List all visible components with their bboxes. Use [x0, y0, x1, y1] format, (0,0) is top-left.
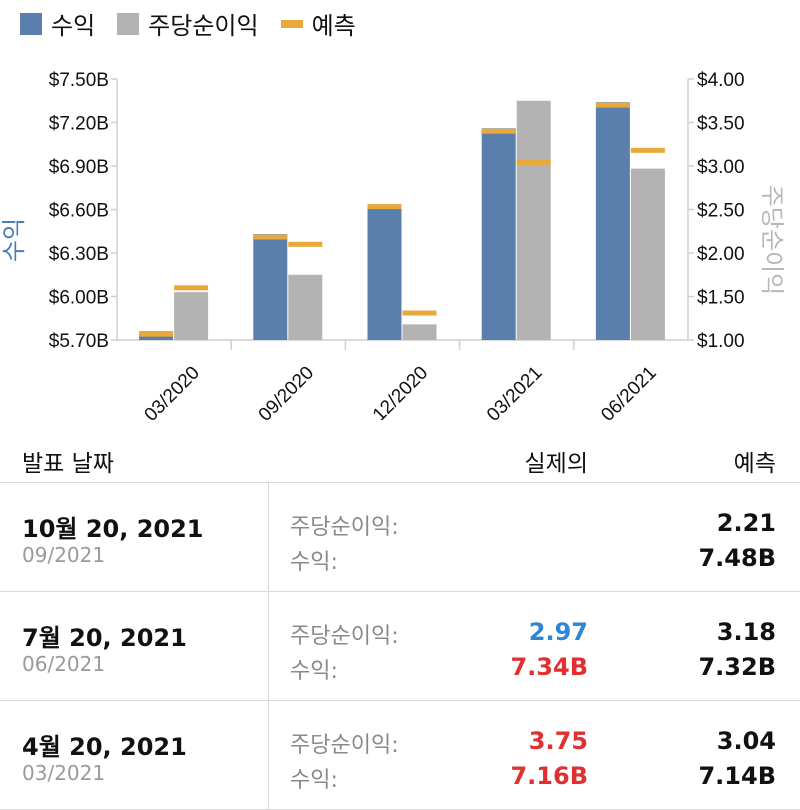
row-revenue-forecast: 7.48B [698, 544, 776, 572]
x-tick-label: 03/2020 [141, 362, 204, 420]
legend-label-revenue: 수익 [51, 12, 96, 40]
earnings-chart: $7.50B $7.20B $6.90B $6.60B $6.30B $6.00B $5.7… [1, 70, 785, 420]
y-tick-label-left: $6.90B [49, 157, 109, 178]
row-eps-forecast: 2.21 [716, 509, 776, 537]
y-tick-label-left: $6.60B [49, 201, 109, 222]
forecast-mark-eps [174, 285, 209, 291]
bar-revenue [595, 102, 630, 340]
legend-swatch-forecast [280, 19, 303, 28]
x-tick-label: 03/2021 [483, 362, 546, 420]
y-tick-label-right: $2.50 [697, 201, 745, 222]
row-eps-forecast: 3.04 [716, 727, 776, 755]
y-tick-label-left: $7.20B [49, 114, 109, 135]
bar-eps [402, 324, 437, 340]
x-tick-label: 09/2020 [255, 362, 318, 420]
bar-revenue [253, 234, 288, 340]
y-tick-label-left: $6.30B [49, 244, 109, 265]
row-divider [268, 592, 269, 700]
legend-swatch-eps [117, 12, 140, 35]
y-tick-label-right: $3.50 [697, 114, 745, 135]
legend-item-revenue[interactable]: 수익 [20, 6, 95, 41]
row-revenue-forecast: 7.14B [698, 762, 776, 790]
table-row[interactable]: 10월 20, 2021 09/2021 주당순이익: 수익: 2.21 7.4… [0, 483, 800, 592]
earnings-table-header: 발표 날짜 실제의 예측 [0, 420, 800, 483]
row-period: 03/2021 [22, 761, 106, 785]
row-revenue-forecast: 7.32B [698, 653, 776, 681]
row-eps-label: 주당순이익: [290, 624, 399, 649]
bar-revenue [481, 128, 516, 340]
row-eps-label: 주당순이익: [290, 733, 399, 758]
y-tick-label-right: $4.00 [697, 70, 745, 91]
x-tick-label: 12/2020 [369, 362, 432, 420]
bar-eps [630, 168, 665, 340]
row-divider [268, 483, 269, 591]
forecast-mark-revenue [595, 102, 630, 108]
row-revenue-label: 수익: [290, 768, 338, 793]
row-eps-actual: 3.75 [528, 727, 588, 755]
y-tick-label-right: $2.00 [697, 244, 745, 265]
y-tick-label-right: $3.00 [697, 157, 745, 178]
y-tick-label-left: $7.50B [49, 70, 109, 91]
y-tick-label-right: $1.00 [697, 331, 745, 352]
forecast-mark-revenue [367, 204, 402, 210]
chart-legend: 수익 주당순이익 예측 [20, 6, 378, 41]
forecast-mark-revenue [481, 128, 516, 134]
chart-tick-labels: $7.50B $7.20B $6.90B $6.60B $6.30B $6.00B $5.7… [1, 70, 785, 420]
header-announce-date: 발표 날짜 [22, 451, 114, 477]
bar-eps [516, 100, 551, 340]
legend-label-forecast: 예측 [311, 12, 356, 40]
chart-bars [139, 100, 665, 340]
row-revenue-actual: 7.34B [510, 653, 588, 681]
legend-swatch-revenue [20, 12, 42, 35]
row-period: 09/2021 [22, 543, 106, 567]
bar-eps [174, 292, 209, 340]
y-tick-label-left: $6.00B [49, 288, 109, 309]
legend-label-eps: 주당순이익 [148, 12, 259, 40]
row-date: 7월 20, 2021 [22, 624, 187, 652]
row-date: 10월 20, 2021 [22, 515, 204, 543]
forecast-mark-eps [402, 310, 437, 316]
header-forecast: 예측 [733, 451, 776, 477]
row-divider [268, 701, 269, 809]
y-tick-label-left: $5.70B [49, 331, 109, 352]
row-eps-label: 주당순이익: [290, 515, 399, 540]
forecast-mark-eps [630, 147, 665, 153]
header-actual: 실제의 [524, 451, 588, 477]
forecast-mark-eps [288, 241, 323, 247]
legend-item-forecast[interactable]: 예측 [280, 6, 356, 41]
row-eps-actual: 2.97 [528, 618, 588, 646]
table-row[interactable]: 4월 20, 2021 03/2021 주당순이익: 수익: 3.75 7.16… [0, 701, 800, 810]
forecast-mark-revenue [139, 331, 174, 337]
row-revenue-label: 수익: [290, 659, 338, 684]
y-tick-label-right: $1.50 [697, 288, 745, 309]
y-axis-title-left: 수익 [1, 218, 28, 262]
bar-eps [288, 274, 323, 340]
table-row[interactable]: 7월 20, 2021 06/2021 주당순이익: 수익: 2.97 7.34… [0, 592, 800, 701]
row-eps-forecast: 3.18 [716, 618, 776, 646]
row-date: 4월 20, 2021 [22, 733, 187, 761]
forecast-mark-revenue [253, 234, 288, 240]
legend-item-eps[interactable]: 주당순이익 [117, 6, 259, 41]
x-tick-label: 06/2021 [597, 362, 660, 420]
row-revenue-label: 수익: [290, 550, 338, 575]
row-period: 06/2021 [22, 652, 106, 676]
y-axis-title-right: 주당순이익 [758, 185, 785, 295]
row-revenue-actual: 7.16B [510, 762, 588, 790]
forecast-mark-eps [516, 160, 551, 166]
bar-revenue [367, 205, 402, 340]
chart-forecast-marks [139, 102, 665, 337]
